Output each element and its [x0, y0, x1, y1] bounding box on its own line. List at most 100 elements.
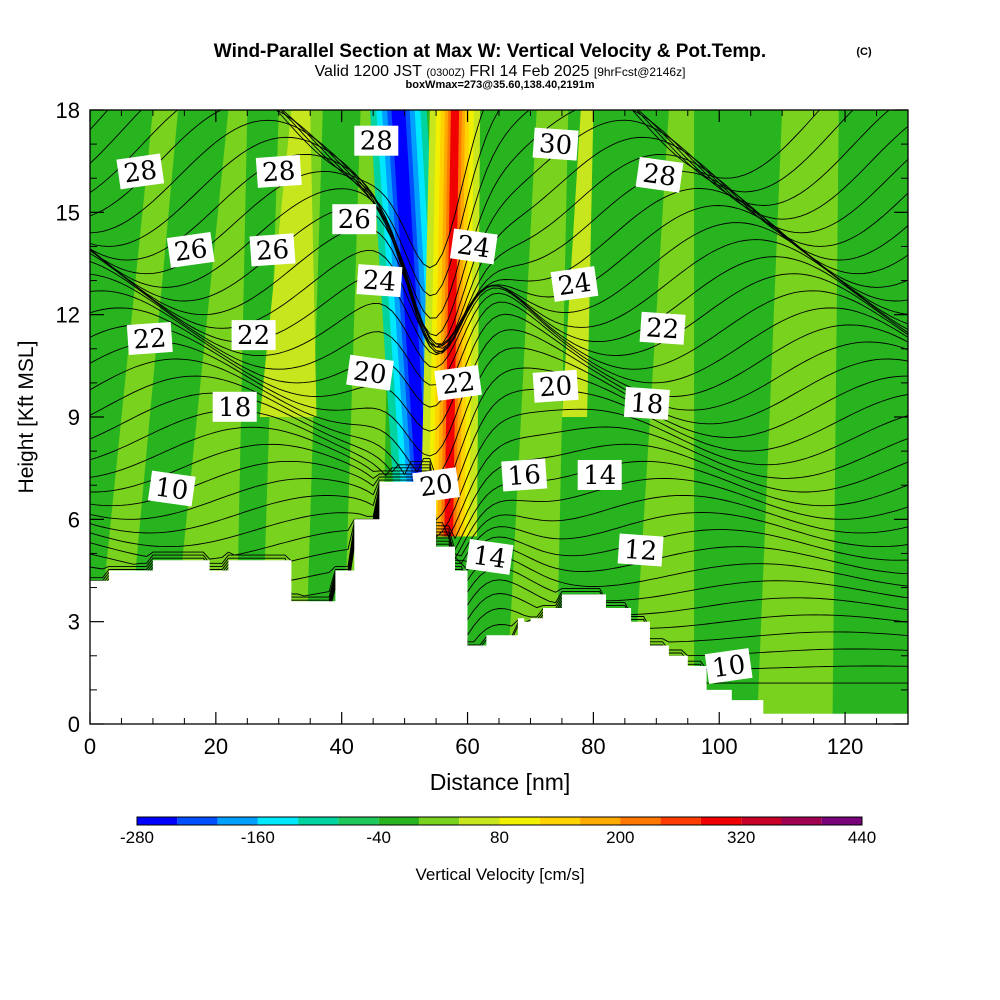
theta-contour: [90, 485, 908, 565]
colorbar-swatch: [177, 817, 218, 825]
theta-label: 22: [434, 364, 482, 401]
x-tick-label: 80: [581, 734, 605, 759]
theta-label: 24: [356, 264, 403, 298]
theta-label: 10: [704, 648, 753, 684]
theta-contour: [90, 477, 908, 560]
colorbar-tick-label: -40: [366, 828, 391, 847]
theta-label-box: [532, 127, 579, 161]
theta-label-text: 22: [440, 367, 477, 401]
theta-label-text: 28: [360, 127, 393, 157]
x-tick-label: 0: [84, 734, 96, 759]
theta-label: 18: [623, 386, 670, 421]
colorbar: -280 -160 -40 80 200 320 440: [120, 816, 876, 847]
colorbar-label: Vertical Velocity [cm/s]: [415, 865, 584, 884]
colorbar-swatch: [217, 817, 258, 825]
theta-label-text: 18: [218, 393, 251, 423]
theta-label-box: [147, 470, 196, 507]
theta-label: 24: [550, 266, 599, 302]
copyright-mark: (C): [856, 46, 872, 58]
theta-contour: [90, 110, 854, 297]
colorbar-swatch: [781, 817, 822, 825]
valid-date: FRI 14 Feb 2025: [469, 63, 589, 80]
theta-label-text: 10: [153, 472, 190, 506]
y-tick-label: 18: [56, 98, 80, 123]
theta-label: 20: [532, 369, 579, 403]
x-tick-label: 40: [329, 734, 353, 759]
theta-contour: [90, 426, 908, 539]
colorbar-swatch: [741, 817, 782, 825]
colorbar-tick-label: -280: [120, 828, 154, 847]
theta-label-text: 10: [710, 650, 747, 684]
theta-label-box: [412, 467, 460, 504]
weak-updraft-region: [505, 110, 569, 724]
theta-contour: [90, 443, 908, 540]
theta-contour-labels: 28 28 28 30 28 26 26 26 24 24 24 22 22 22 20 22 20 18 18 10…: [116, 125, 753, 684]
theta-contour: [90, 153, 908, 354]
valid-time-line: Valid 1200 JST (0300Z) FRI 14 Feb 2025 […: [315, 63, 686, 80]
theta-contour: [90, 119, 908, 348]
theta-contour: [90, 488, 908, 562]
theta-label-text: 26: [172, 234, 209, 268]
colorbar-swatch: [700, 817, 742, 825]
theta-label-box: [346, 354, 394, 391]
colorbar-swatch: [580, 817, 621, 825]
theta-label: 18: [212, 391, 257, 423]
theta-label-text: 28: [641, 159, 678, 193]
theta-contour: [90, 460, 908, 551]
colorbar-swatch: [459, 817, 500, 825]
x-tick-label: 120: [827, 734, 864, 759]
theta-label: 26: [166, 231, 215, 268]
colorbar-tick-label: 440: [848, 828, 876, 847]
theta-label-text: 26: [338, 205, 371, 235]
colorbar-swatch: [499, 817, 540, 825]
theta-label: 30: [532, 127, 579, 161]
theta-contour: [90, 222, 908, 345]
colorbar-swatch: [257, 817, 299, 825]
theta-contour: [90, 110, 908, 337]
updraft-band: [444, 110, 460, 537]
colorbar-swatch: [418, 817, 460, 825]
y-tick-label: 12: [56, 303, 80, 328]
theta-label: 28: [255, 154, 302, 189]
theta-label-text: 18: [629, 388, 664, 420]
colorbar-swatch: [539, 817, 581, 825]
theta-label-box: [356, 264, 403, 298]
theta-label-box: [577, 460, 622, 490]
plot-area: [90, 110, 908, 724]
colorbar-swatch: [378, 817, 419, 825]
theta-label-box: [449, 228, 498, 265]
theta-label: 20: [412, 467, 460, 504]
theta-label: 24: [449, 228, 498, 265]
colorbar-tick-label: 200: [606, 828, 634, 847]
theta-label-box: [617, 533, 664, 567]
theta-label-text: 22: [645, 313, 680, 345]
theta-label-text: 16: [507, 460, 542, 492]
theta-label-text: 24: [556, 268, 593, 302]
theta-label-box: [639, 311, 686, 345]
theta-contour: [90, 504, 908, 629]
theta-label-box: [212, 391, 257, 422]
valid-utc: (0300Z): [426, 67, 465, 79]
theta-label: 22: [231, 320, 276, 351]
theta-label-box: [116, 153, 165, 190]
theta-contour: [90, 136, 908, 353]
theta-contour: [90, 110, 890, 319]
forecast-info: [9hrFcst@2146z]: [594, 65, 686, 79]
colorbar-swatch: [338, 817, 379, 825]
theta-label-text: 20: [538, 371, 573, 403]
theta-label: 22: [639, 311, 686, 345]
theta-label-text: 28: [261, 156, 296, 188]
theta-label-box: [623, 386, 670, 420]
y-tick-label: 3: [68, 610, 80, 635]
theta-label-text: 30: [538, 129, 573, 161]
theta-label: 12: [617, 533, 664, 567]
theta-label-text: 24: [362, 265, 397, 297]
y-tick-label: 0: [68, 712, 80, 737]
theta-contour: [90, 290, 908, 386]
theta-label: 14: [577, 460, 622, 491]
x-tick-label: 60: [455, 734, 479, 759]
colorbar-tick-label: -160: [241, 828, 275, 847]
colorbar-swatch: [620, 817, 661, 825]
chart-title: Wind-Parallel Section at Max W: Vertical…: [214, 41, 766, 62]
